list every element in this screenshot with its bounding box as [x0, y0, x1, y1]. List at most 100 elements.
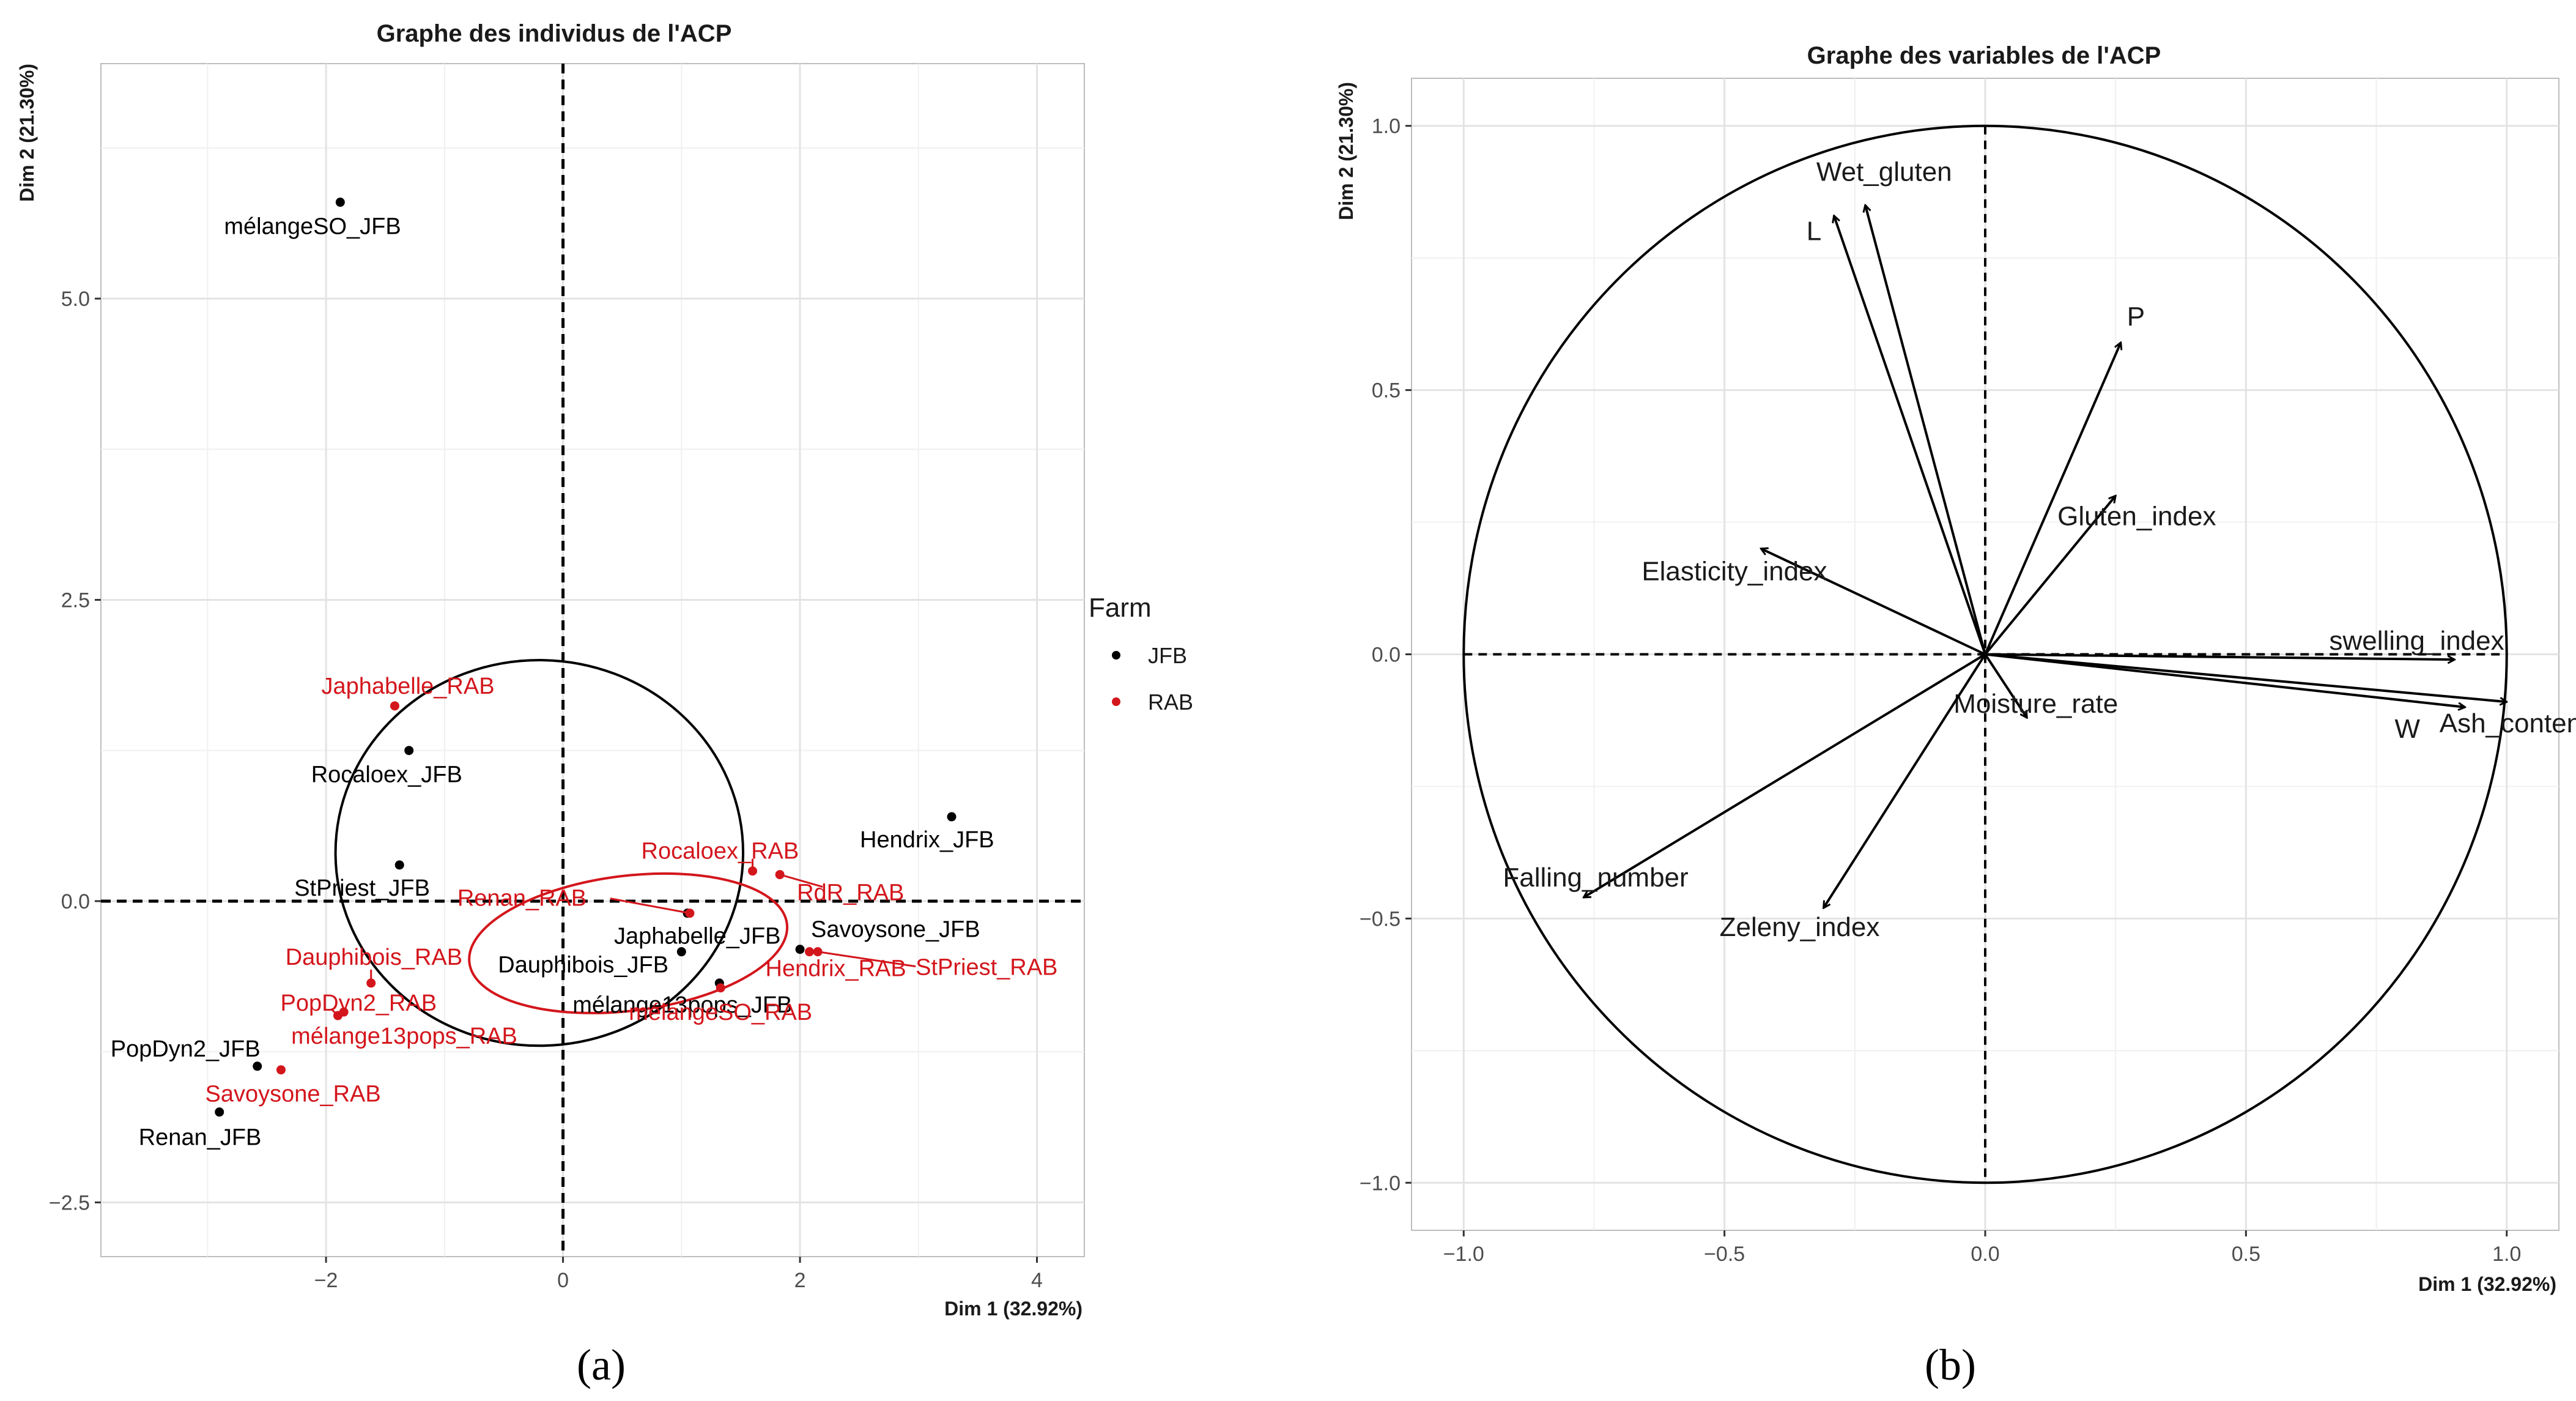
arrow-w — [1985, 653, 2465, 707]
point-hendrix-jfb — [947, 812, 957, 822]
point-label-popdyn2-rab: PopDyn2_RAB — [280, 990, 437, 1016]
variable-label-zeleny-index: Zeleny_index — [1720, 912, 1880, 942]
x-tick-label: 0.0 — [1971, 1243, 1999, 1266]
x-tick-label: 0 — [557, 1269, 569, 1292]
caption-b: (b) — [1925, 1340, 1976, 1389]
unit-circle — [1462, 124, 2508, 1184]
point-m-langeso-jfb — [335, 198, 345, 207]
point-rdr-rab — [775, 870, 785, 880]
point-label-popdyn2-jfb: PopDyn2_JFB — [111, 1036, 261, 1062]
reference-lines — [101, 64, 1084, 1257]
x-tick-label: −2 — [314, 1269, 338, 1292]
point-rocaloex-rab — [748, 866, 758, 876]
arrow-wet-gluten — [1865, 205, 1986, 655]
point-savoysone-rab — [276, 1065, 286, 1075]
point-label-m-lange13pops-rab: mélange13pops_RAB — [291, 1024, 517, 1049]
variable-label-gluten-index: Gluten_index — [2057, 501, 2216, 531]
x-axis-label: Dim 1 (32.92%) — [2418, 1273, 2556, 1295]
y-tick-label: −2.5 — [49, 1191, 90, 1214]
caption-a: (a) — [577, 1340, 626, 1389]
y-tick-label: 2.5 — [61, 589, 90, 612]
legend-label-jfb: JFB — [1148, 643, 1187, 668]
y-tick-label: −0.5 — [1360, 907, 1401, 931]
plot-panel — [100, 63, 1085, 1257]
point-label-japhabelle-rab: Japhabelle_RAB — [321, 674, 494, 699]
correlation-circle — [1462, 124, 2508, 1184]
point-label-m-lange13pops-jfb: mélange13pops_JFB — [572, 992, 792, 1018]
point-label-rocaloex-rab: Rocaloex_RAB — [642, 839, 799, 864]
variable-label-w: W — [2395, 714, 2421, 744]
legend-marker-jfb — [1112, 651, 1120, 660]
ellipse-jfb — [334, 659, 745, 1047]
point-label-stpriest-rab: StPriest_RAB — [916, 955, 1057, 981]
point-label-dauphibois-jfb: Dauphibois_JFB — [498, 953, 668, 978]
point-savoysone-jfb — [795, 945, 805, 954]
point-renan-rab — [685, 909, 695, 918]
x-tick-label: −1.0 — [1443, 1243, 1484, 1266]
arrow-moisture-rate — [1984, 653, 2027, 718]
y-tick-label: 1.0 — [1372, 115, 1401, 138]
arrow-elasticity-index — [1761, 549, 1986, 656]
point-japhabelle-rab — [390, 701, 399, 711]
point-label-m-langeso-rab: mélangeSO_RAB — [629, 1000, 812, 1025]
x-tick-label: 2 — [794, 1269, 806, 1292]
axis-ticks: −2 0 2 4 −2.5 0.0 2.5 5.0 — [49, 288, 1043, 1292]
point-stpriest-jfb — [394, 860, 404, 870]
point-m-lange13pops-rab — [339, 1007, 349, 1017]
label-connector — [817, 951, 916, 968]
y-axis-label: Dim 2 (21.30%) — [16, 64, 38, 202]
point-stpriest-rab — [813, 947, 823, 957]
point-label-japhabelle-jfb: Japhabelle_JFB — [614, 924, 781, 949]
arrow-zeleny-index — [1822, 653, 1986, 909]
variable-label-l: L — [1807, 217, 1821, 247]
variable-arrows: Wet_gluten L P Gluten_index Elasticity_index… — [1503, 157, 2576, 942]
point-label-renan-rab: Renan_RAB — [457, 886, 587, 912]
variable-label-elasticity-index: Elasticity_index — [1641, 557, 1827, 587]
legend-title: Farm — [1089, 593, 1152, 623]
arrow-gluten-index — [1984, 496, 2115, 655]
point-label-savoysone-rab: Savoysone_RAB — [205, 1082, 380, 1107]
point-hendrix-rab — [805, 947, 815, 957]
point-renan-jfb — [215, 1107, 224, 1117]
ellipse-rab — [468, 872, 789, 1014]
x-tick-label: −0.5 — [1704, 1243, 1745, 1266]
x-tick-label: 0.5 — [2232, 1243, 2260, 1266]
individual-points: mélangeSO_JFB Rocaloex_JFB StPriest_JFB Hen… — [111, 198, 1057, 1151]
y-tick-label: 5.0 — [61, 288, 90, 311]
point-label-dauphibois-rab: Dauphibois_RAB — [286, 945, 462, 970]
variable-label-ash-content: Ash_content — [2440, 708, 2576, 738]
label-connector — [610, 897, 690, 915]
point-popdyn2-jfb — [253, 1061, 262, 1071]
point-label-rocaloex-jfb: Rocaloex_JFB — [311, 762, 462, 788]
confidence-ellipses — [334, 659, 789, 1047]
point-label-hendrix-jfb: Hendrix_JFB — [860, 827, 994, 853]
point-label-stpriest-jfb: StPriest_JFB — [294, 875, 430, 901]
point-dauphibois-jfb — [676, 947, 686, 957]
point-rocaloex-jfb — [404, 746, 414, 756]
x-tick-label: 4 — [1031, 1269, 1043, 1292]
legend-marker-rab — [1112, 697, 1120, 706]
individuals-plot: Graphe des individus de l'ACP mélangeSO_… — [16, 20, 1193, 1320]
variable-label-p: P — [2127, 302, 2145, 332]
label-connector — [779, 874, 823, 888]
chart-title: Graphe des individus de l'ACP — [377, 20, 732, 47]
point-label-hendrix-rab: Hendrix_RAB — [766, 956, 906, 982]
y-tick-label: 0.5 — [1372, 379, 1401, 403]
y-tick-label: 0.0 — [61, 890, 90, 913]
point-label-renan-jfb: Renan_JFB — [139, 1125, 262, 1151]
arrow-ash-content — [1985, 653, 2507, 702]
y-axis-label: Dim 2 (21.30%) — [1335, 82, 1357, 220]
variable-label-wet-gluten: Wet_gluten — [1816, 157, 1952, 187]
variable-label-falling-number: Falling_number — [1503, 863, 1688, 893]
arrow-p — [1984, 343, 2121, 655]
variables-plot: Graphe des variables de l'ACP Wet_gluten… — [1335, 42, 2576, 1295]
legend-label-rab: RAB — [1148, 689, 1193, 715]
y-tick-label: 0.0 — [1372, 644, 1401, 667]
point-dauphibois-rab — [366, 978, 376, 988]
variable-label-swelling-index: swelling_index — [2329, 626, 2504, 656]
point-label-savoysone-jfb: Savoysone_JFB — [811, 917, 980, 943]
point-m-langeso-rab — [716, 983, 725, 993]
variable-label-moisture-rate: Moisture_rate — [1953, 689, 2118, 719]
legend: Farm JFB RAB — [1089, 593, 1193, 715]
